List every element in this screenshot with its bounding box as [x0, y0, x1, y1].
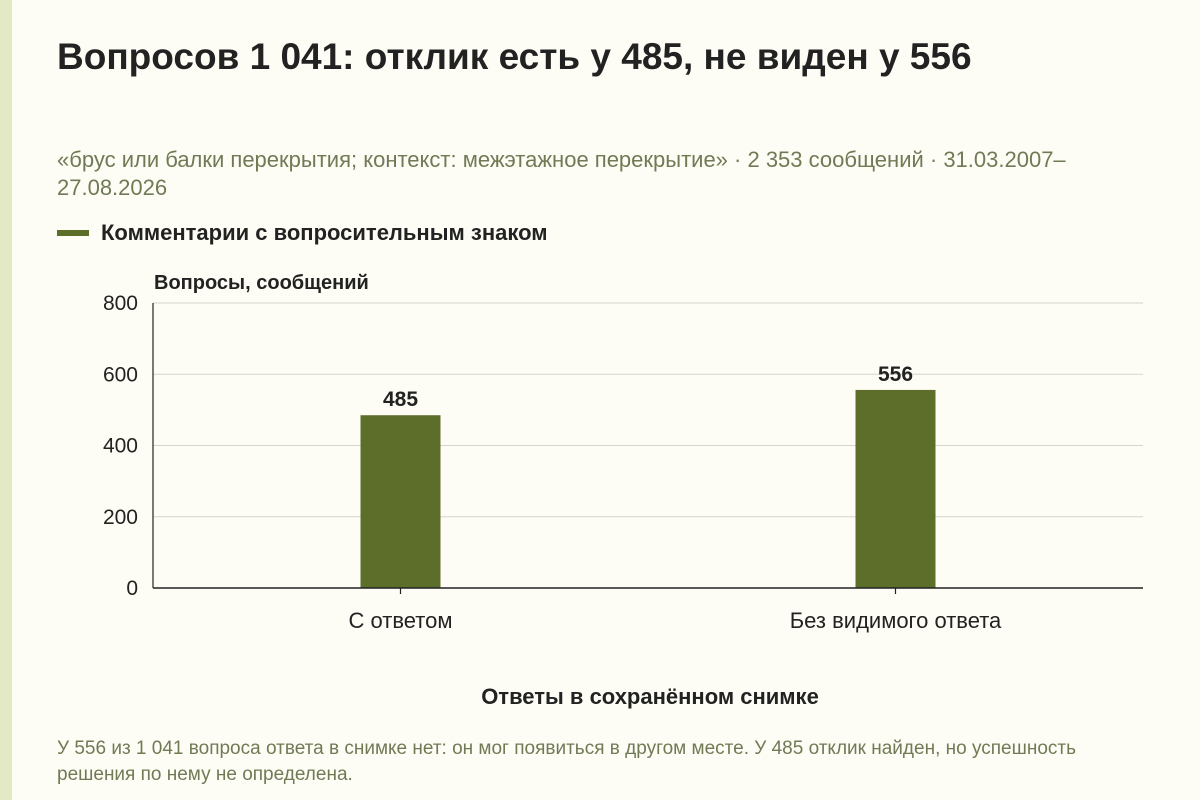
left-accent-strip [0, 0, 12, 800]
y-tick-label: 600 [103, 363, 138, 386]
data-label-1: 485 [383, 388, 418, 411]
x-tick-label-2: Без видимого ответа [790, 608, 1002, 633]
y-tick-label: 800 [103, 292, 138, 315]
footnote: У 556 из 1 041 вопроса ответа в снимке н… [57, 738, 1077, 785]
legend-swatch [57, 230, 89, 236]
bars [360, 389, 936, 588]
labels: 0 200 400 600 800 485 С ответом 556 Без видимого… [103, 292, 1002, 633]
bar-1 [360, 415, 441, 588]
y-tick-label: 400 [103, 435, 138, 458]
x-tick-label-1: С ответом [349, 608, 453, 633]
axes [152, 303, 1143, 594]
y-tick-label: 0 [126, 577, 138, 600]
legend: Комментарии с вопросительным знаком [57, 218, 548, 248]
y-tick-label: 200 [103, 506, 138, 529]
bar-2 [855, 389, 936, 588]
chart-title: Вопросов 1 041: отклик есть у 485, не ви… [57, 36, 972, 77]
y-axis-title: Вопросы, сообщений [154, 272, 369, 294]
chart-subtitle: «брус или балки перекрытия; контекст: ме… [57, 147, 1066, 200]
x-axis-title: Ответы в сохранённом снимке [481, 684, 819, 709]
legend-label: Комментарии с вопросительным знаком [101, 220, 548, 245]
gridlines [153, 302, 1143, 518]
data-label-2: 556 [878, 363, 913, 386]
